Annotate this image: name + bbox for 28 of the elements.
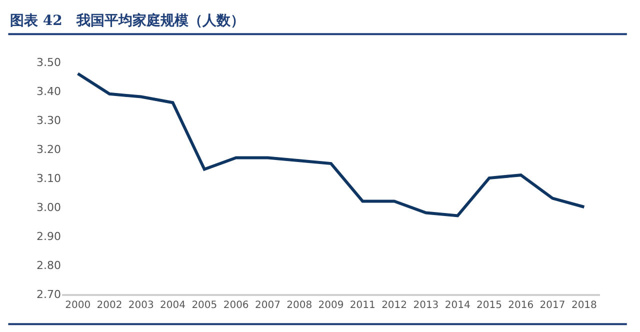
x-tick-label: 2006 — [223, 300, 249, 311]
y-tick-label: 3.10 — [36, 172, 61, 185]
x-tick-label: 2015 — [476, 300, 502, 311]
y-tick-label: 2.90 — [36, 230, 61, 243]
x-tick-label: 2016 — [508, 300, 534, 311]
x-tick-label: 2002 — [96, 300, 122, 311]
y-tick-label: 3.30 — [36, 114, 61, 127]
line-series — [76, 72, 586, 218]
y-tick-label: 3.20 — [36, 142, 61, 156]
x-tick-label: 2011 — [350, 300, 376, 311]
x-tick-label: 2013 — [413, 300, 439, 311]
y-tick-label: 3.50 — [36, 56, 61, 69]
x-tick-label: 2005 — [192, 300, 218, 311]
x-tick-label: 2014 — [444, 300, 470, 311]
x-tick-label: 2008 — [286, 300, 312, 311]
y-tick-label: 2.80 — [36, 258, 61, 272]
y-tick-label: 3.40 — [36, 84, 61, 98]
x-tick-label: 2003 — [128, 300, 154, 311]
x-tick-label: 2018 — [571, 300, 597, 311]
x-tick-label: 2007 — [254, 300, 280, 311]
x-tick-label: 2000 — [65, 300, 91, 311]
y-tick-label: 2.70 — [36, 288, 61, 301]
chart-title: 图表 42 我国平均家庭规模（人数） — [10, 12, 244, 29]
x-tick-label: 2017 — [540, 300, 566, 311]
x-tick-label: 2004 — [160, 300, 186, 311]
x-tick-label: 2009 — [318, 300, 344, 311]
x-tick-label: 2012 — [382, 300, 408, 311]
y-tick-label: 3.00 — [36, 200, 61, 214]
